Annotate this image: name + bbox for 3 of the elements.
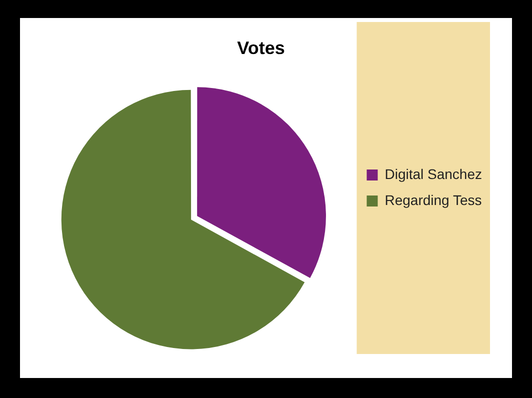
legend-label: Digital Sanchez [384,166,482,182]
legend-label: Regarding Tess [384,192,482,208]
chart-title: Votes [237,38,285,58]
